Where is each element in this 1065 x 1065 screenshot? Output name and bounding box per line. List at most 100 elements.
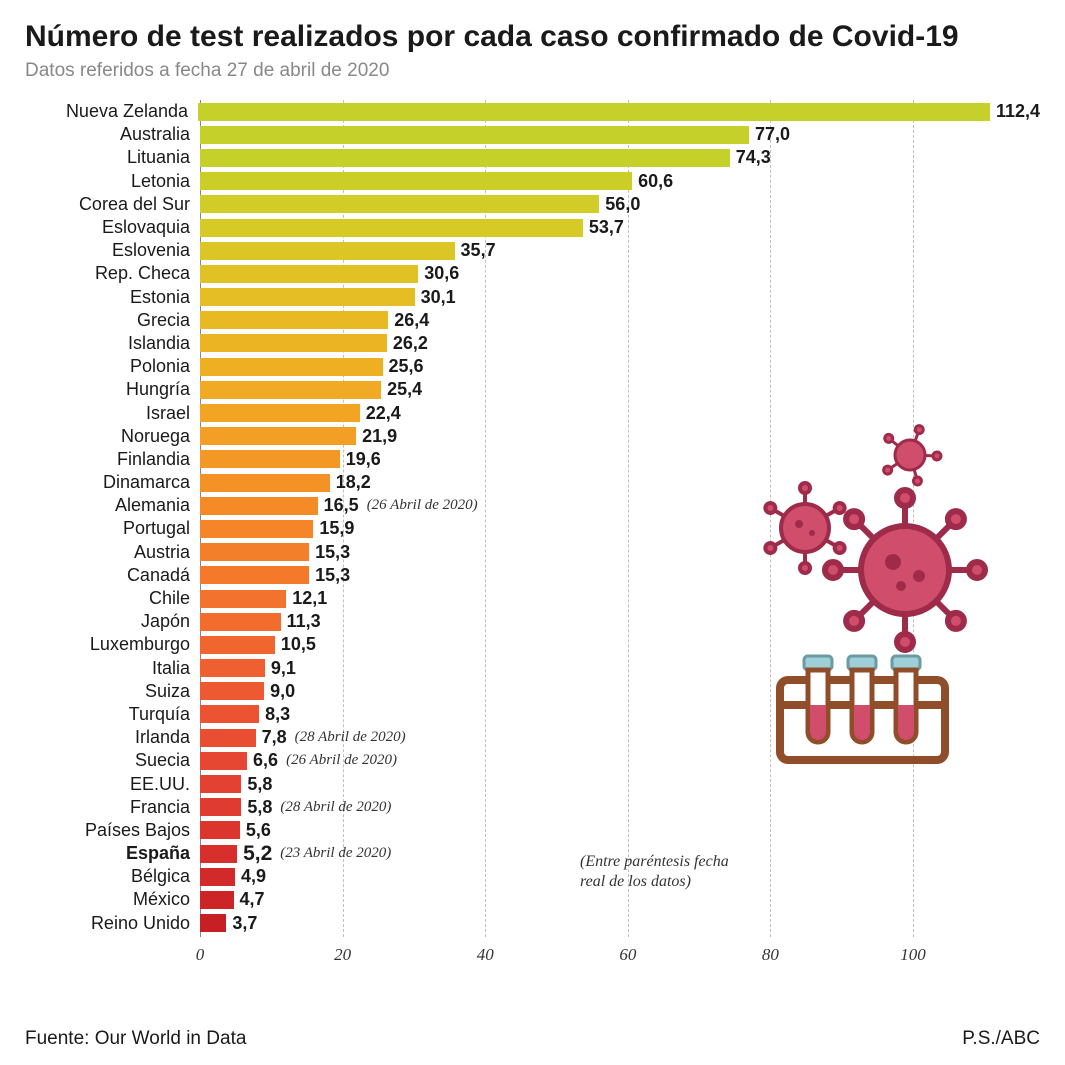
value-label: 74,3 <box>736 147 771 168</box>
country-label: Finlandia <box>25 449 196 470</box>
value-label: 12,1 <box>292 588 327 609</box>
bar-row: Japón 11,3 <box>25 610 1040 633</box>
value-label: 5,8 <box>247 797 272 818</box>
bar-row: Israel 22,4 <box>25 401 1040 424</box>
country-label: Reino Unido <box>25 913 196 934</box>
bar-row: Australia77,0 <box>25 123 1040 146</box>
xaxis-tick-label: 0 <box>196 945 205 965</box>
country-label: Canadá <box>25 565 196 586</box>
bar-row: Grecia26,4 <box>25 309 1040 332</box>
bar <box>200 613 281 631</box>
bar <box>200 914 226 932</box>
country-label: Estonia <box>25 287 196 308</box>
bar-row: Italia 9,1 <box>25 657 1040 680</box>
country-label: Letonia <box>25 171 196 192</box>
bar <box>200 288 415 306</box>
bar-row: Turquía8,3 <box>25 703 1040 726</box>
bar <box>200 566 309 584</box>
bar <box>200 775 241 793</box>
value-label: 15,3 <box>315 542 350 563</box>
bar-row: Finlandia19,6 <box>25 448 1040 471</box>
bar-row: Dinamarca18,2 <box>25 471 1040 494</box>
value-label: 26,2 <box>393 333 428 354</box>
chart-subtitle: Datos referidos a fecha 27 de abril de 2… <box>25 60 1040 82</box>
bar-row: Estonia 30,1 <box>25 286 1040 309</box>
country-label: Lituania <box>25 147 196 168</box>
value-label: 6,6 <box>253 750 278 771</box>
value-label: 4,7 <box>240 889 265 910</box>
bar-row: Irlanda7,8(28 Abril de 2020) <box>25 726 1040 749</box>
country-label: Italia <box>25 658 196 679</box>
country-label: Irlanda <box>25 727 196 748</box>
bar <box>200 242 455 260</box>
bar-row: Reino Unido 3,7 <box>25 912 1040 935</box>
value-label: 30,1 <box>421 287 456 308</box>
country-label: Suiza <box>25 681 196 702</box>
value-label: 22,4 <box>366 403 401 424</box>
bar-row: Austria15,3 <box>25 541 1040 564</box>
footer: Fuente: Our World in Data P.S./ABC <box>25 1028 1040 1050</box>
date-note: (26 Abril de 2020) <box>286 752 397 769</box>
country-label: Noruega <box>25 426 196 447</box>
bar <box>200 381 381 399</box>
bar <box>200 729 256 747</box>
value-label: 53,7 <box>589 217 624 238</box>
value-label: 35,7 <box>461 240 496 261</box>
value-label: 21,9 <box>362 426 397 447</box>
value-label: 9,1 <box>271 658 296 679</box>
bar <box>200 195 599 213</box>
value-label: 25,4 <box>387 379 422 400</box>
bar <box>200 172 632 190</box>
bar <box>200 427 356 445</box>
bar <box>200 821 240 839</box>
xaxis-tick-label: 40 <box>477 945 494 965</box>
bar <box>200 590 286 608</box>
country-label: Israel <box>25 403 196 424</box>
parenthesis-note: (Entre paréntesis fechareal de los datos… <box>580 852 729 892</box>
bar <box>200 404 360 422</box>
country-label: Dinamarca <box>25 472 196 493</box>
bar-row: Nueva Zelanda112,4 <box>25 100 1040 123</box>
value-label: 30,6 <box>424 263 459 284</box>
bar-row: Bélgica 4,9 <box>25 865 1040 888</box>
bar <box>200 543 309 561</box>
value-label: 15,3 <box>315 565 350 586</box>
bar <box>200 705 259 723</box>
value-label: 5,6 <box>246 820 271 841</box>
value-label: 56,0 <box>605 194 640 215</box>
bar-row: Lituania 74,3 <box>25 146 1040 169</box>
xaxis-tick-label: 60 <box>619 945 636 965</box>
bar <box>200 868 235 886</box>
bar <box>198 103 990 121</box>
country-label: Eslovaquia <box>25 217 196 238</box>
value-label: 4,9 <box>241 866 266 887</box>
bar-row: Eslovaquia 53,7 <box>25 216 1040 239</box>
bar <box>200 752 247 770</box>
source-label: Fuente: Our World in Data <box>25 1028 246 1050</box>
value-label: 11,3 <box>287 611 321 632</box>
bar-row: EE.UU.5,8 <box>25 772 1040 795</box>
bar <box>200 311 388 329</box>
value-label: 15,9 <box>319 518 354 539</box>
country-label: Islandia <box>25 333 196 354</box>
country-label: Hungría <box>25 379 196 400</box>
value-label: 26,4 <box>394 310 429 331</box>
value-label: 3,7 <box>232 913 257 934</box>
country-label: Japón <box>25 611 196 632</box>
country-label: Bélgica <box>25 866 196 887</box>
value-label: 5,2 <box>243 842 272 866</box>
country-label: Portugal <box>25 518 196 539</box>
value-label: 10,5 <box>281 634 316 655</box>
bar-row: Luxemburgo10,5 <box>25 633 1040 656</box>
value-label: 8,3 <box>265 704 290 725</box>
bar-row: España5,2(23 Abril de 2020) <box>25 842 1040 865</box>
date-note: (28 Abril de 2020) <box>280 799 391 816</box>
bar <box>200 520 313 538</box>
bar <box>200 334 387 352</box>
country-label: Suecia <box>25 750 196 771</box>
chart-title: Número de test realizados por cada caso … <box>25 20 1040 54</box>
bar-row: Países Bajos5,6 <box>25 819 1040 842</box>
value-label: 77,0 <box>755 124 790 145</box>
value-label: 112,4 <box>996 101 1040 122</box>
country-label: Corea del Sur <box>25 194 196 215</box>
